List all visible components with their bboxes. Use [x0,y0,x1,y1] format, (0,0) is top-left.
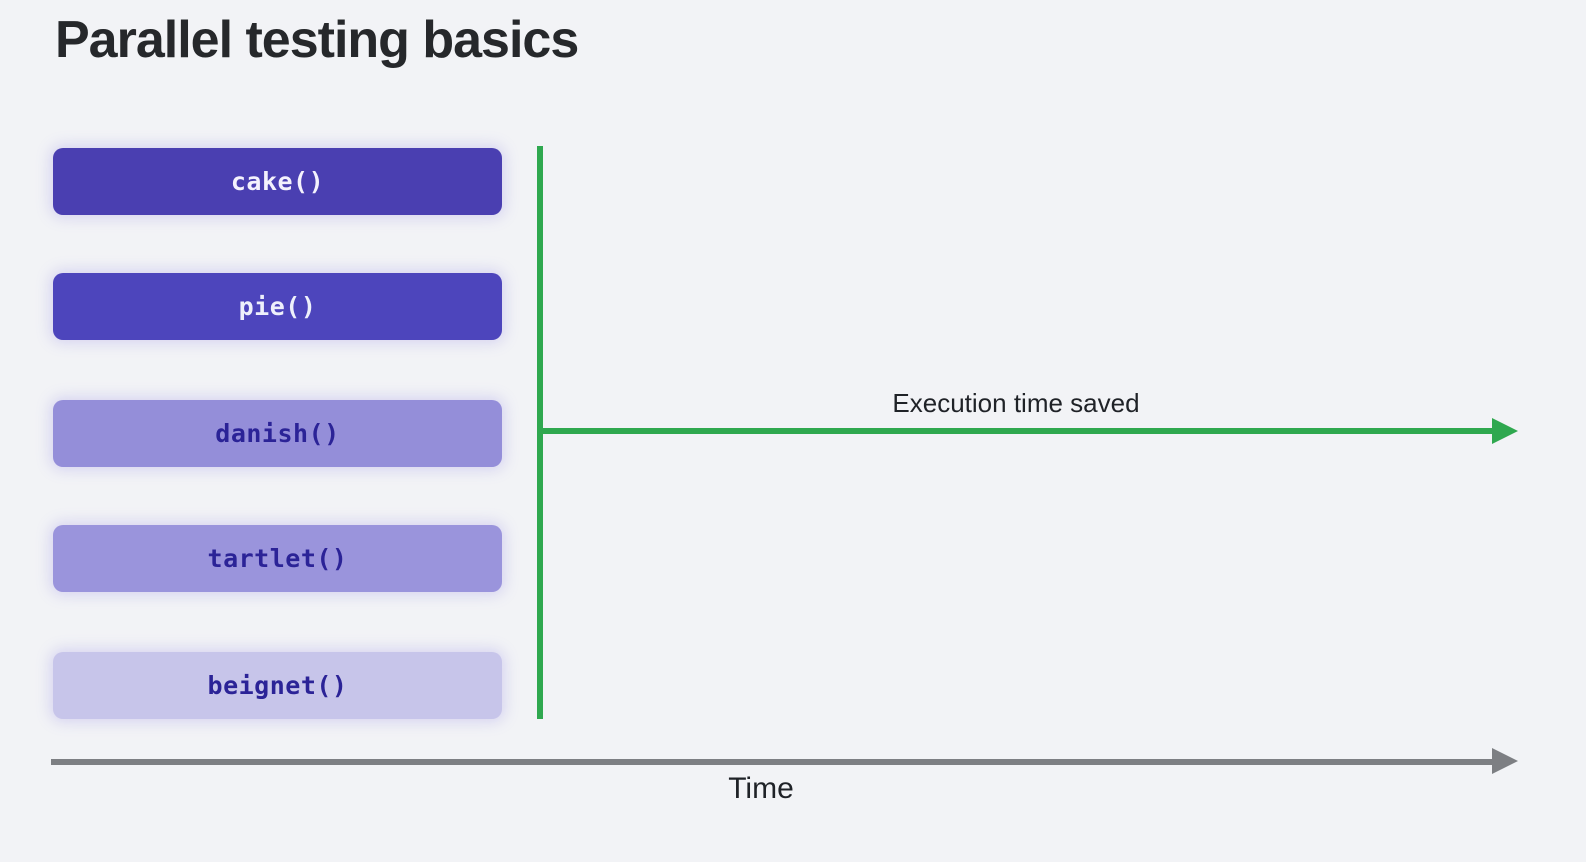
test-label-cake: cake() [230,167,325,196]
test-block-beignet: beignet() [53,652,502,719]
time-axis-label: Time [728,772,794,805]
test-block-danish: danish() [53,400,502,467]
test-label-danish: danish() [215,419,340,448]
time-axis-line [51,759,1492,765]
test-label-pie: pie() [238,292,317,321]
page-title: Parallel testing basics [55,11,579,69]
execution-time-saved-arrow-line [540,428,1492,434]
execution-time-saved-arrow-head-icon [1492,418,1518,444]
test-block-pie: pie() [53,273,502,340]
execution-time-saved-label: Execution time saved [892,388,1140,418]
test-block-tartlet: tartlet() [53,525,502,592]
time-axis-arrow-head-icon [1492,748,1518,774]
test-label-tartlet: tartlet() [207,544,348,573]
test-label-beignet: beignet() [207,671,348,700]
test-block-cake: cake() [53,148,502,215]
